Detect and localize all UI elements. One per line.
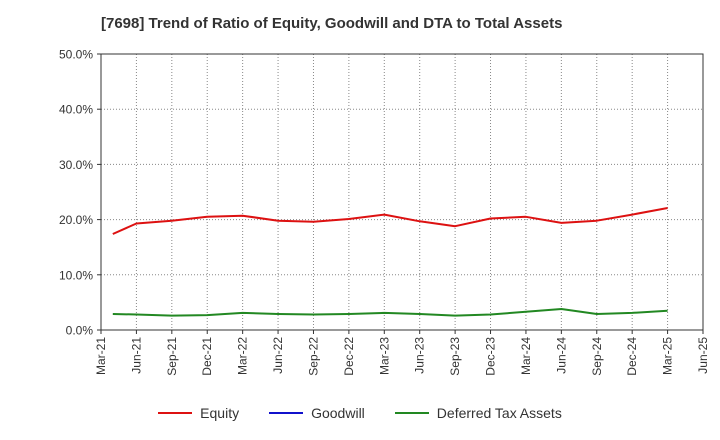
legend-label: Deferred Tax Assets [436,405,562,421]
x-tick-label: Sep-23 [448,337,462,376]
series-lines [112,207,668,317]
legend-label: Goodwill [311,405,365,421]
plot-frame [100,53,704,331]
x-tick-label: Dec-24 [625,337,639,376]
y-tick-label: 40.0% [59,103,93,117]
y-tick-label: 50.0% [59,48,93,62]
legend-item: Deferred Tax Assets [394,405,562,421]
x-tick-label: Jun-23 [413,337,427,374]
x-tick-label: Sep-22 [306,337,320,376]
x-tick-label: Jun-24 [554,337,568,374]
grid-lines [101,53,703,330]
x-tick-label: Mar-23 [377,337,391,375]
legend-item: Equity [158,405,239,421]
series-line-equity [112,207,668,235]
x-tick-label: Jun-21 [129,337,143,374]
chart-title: [7698] Trend of Ratio of Equity, Goodwil… [101,15,563,32]
legend-swatch [394,412,429,414]
legend-swatch [158,412,193,414]
y-tick-label: 10.0% [59,268,93,282]
legend-swatch [269,412,304,414]
x-tick-label: Sep-21 [165,337,179,376]
x-tick-label: Mar-25 [661,337,675,375]
x-axis-ticks: Mar-21 Jun-21 Sep-21 Dec-21 Mar-22 Jun-22 Sep-… [94,330,710,376]
x-tick-label: Mar-24 [519,337,533,375]
x-tick-label: Jun-25 [696,337,710,374]
x-tick-label: Dec-22 [342,337,356,376]
y-tick-label: 0.0% [66,324,94,338]
x-tick-label: Jun-22 [271,337,285,374]
x-tick-label: Dec-23 [484,337,498,376]
legend-label: Equity [200,405,240,421]
y-axis-ticks: 0.0% 10.0% 20.0% 30.0% 40.0% 50.0% [59,48,101,338]
x-tick-label: Sep-24 [590,337,604,376]
x-tick-label: Mar-21 [94,337,108,375]
x-tick-label: Dec-21 [200,337,214,376]
x-tick-label: Mar-22 [236,337,250,375]
y-tick-label: 30.0% [59,158,93,172]
y-tick-label: 20.0% [59,213,93,227]
series-line-deferred-tax-assets [112,308,668,317]
legend-item: Goodwill [269,405,365,421]
legend: Equity Goodwill Deferred Tax Assets [0,405,720,421]
